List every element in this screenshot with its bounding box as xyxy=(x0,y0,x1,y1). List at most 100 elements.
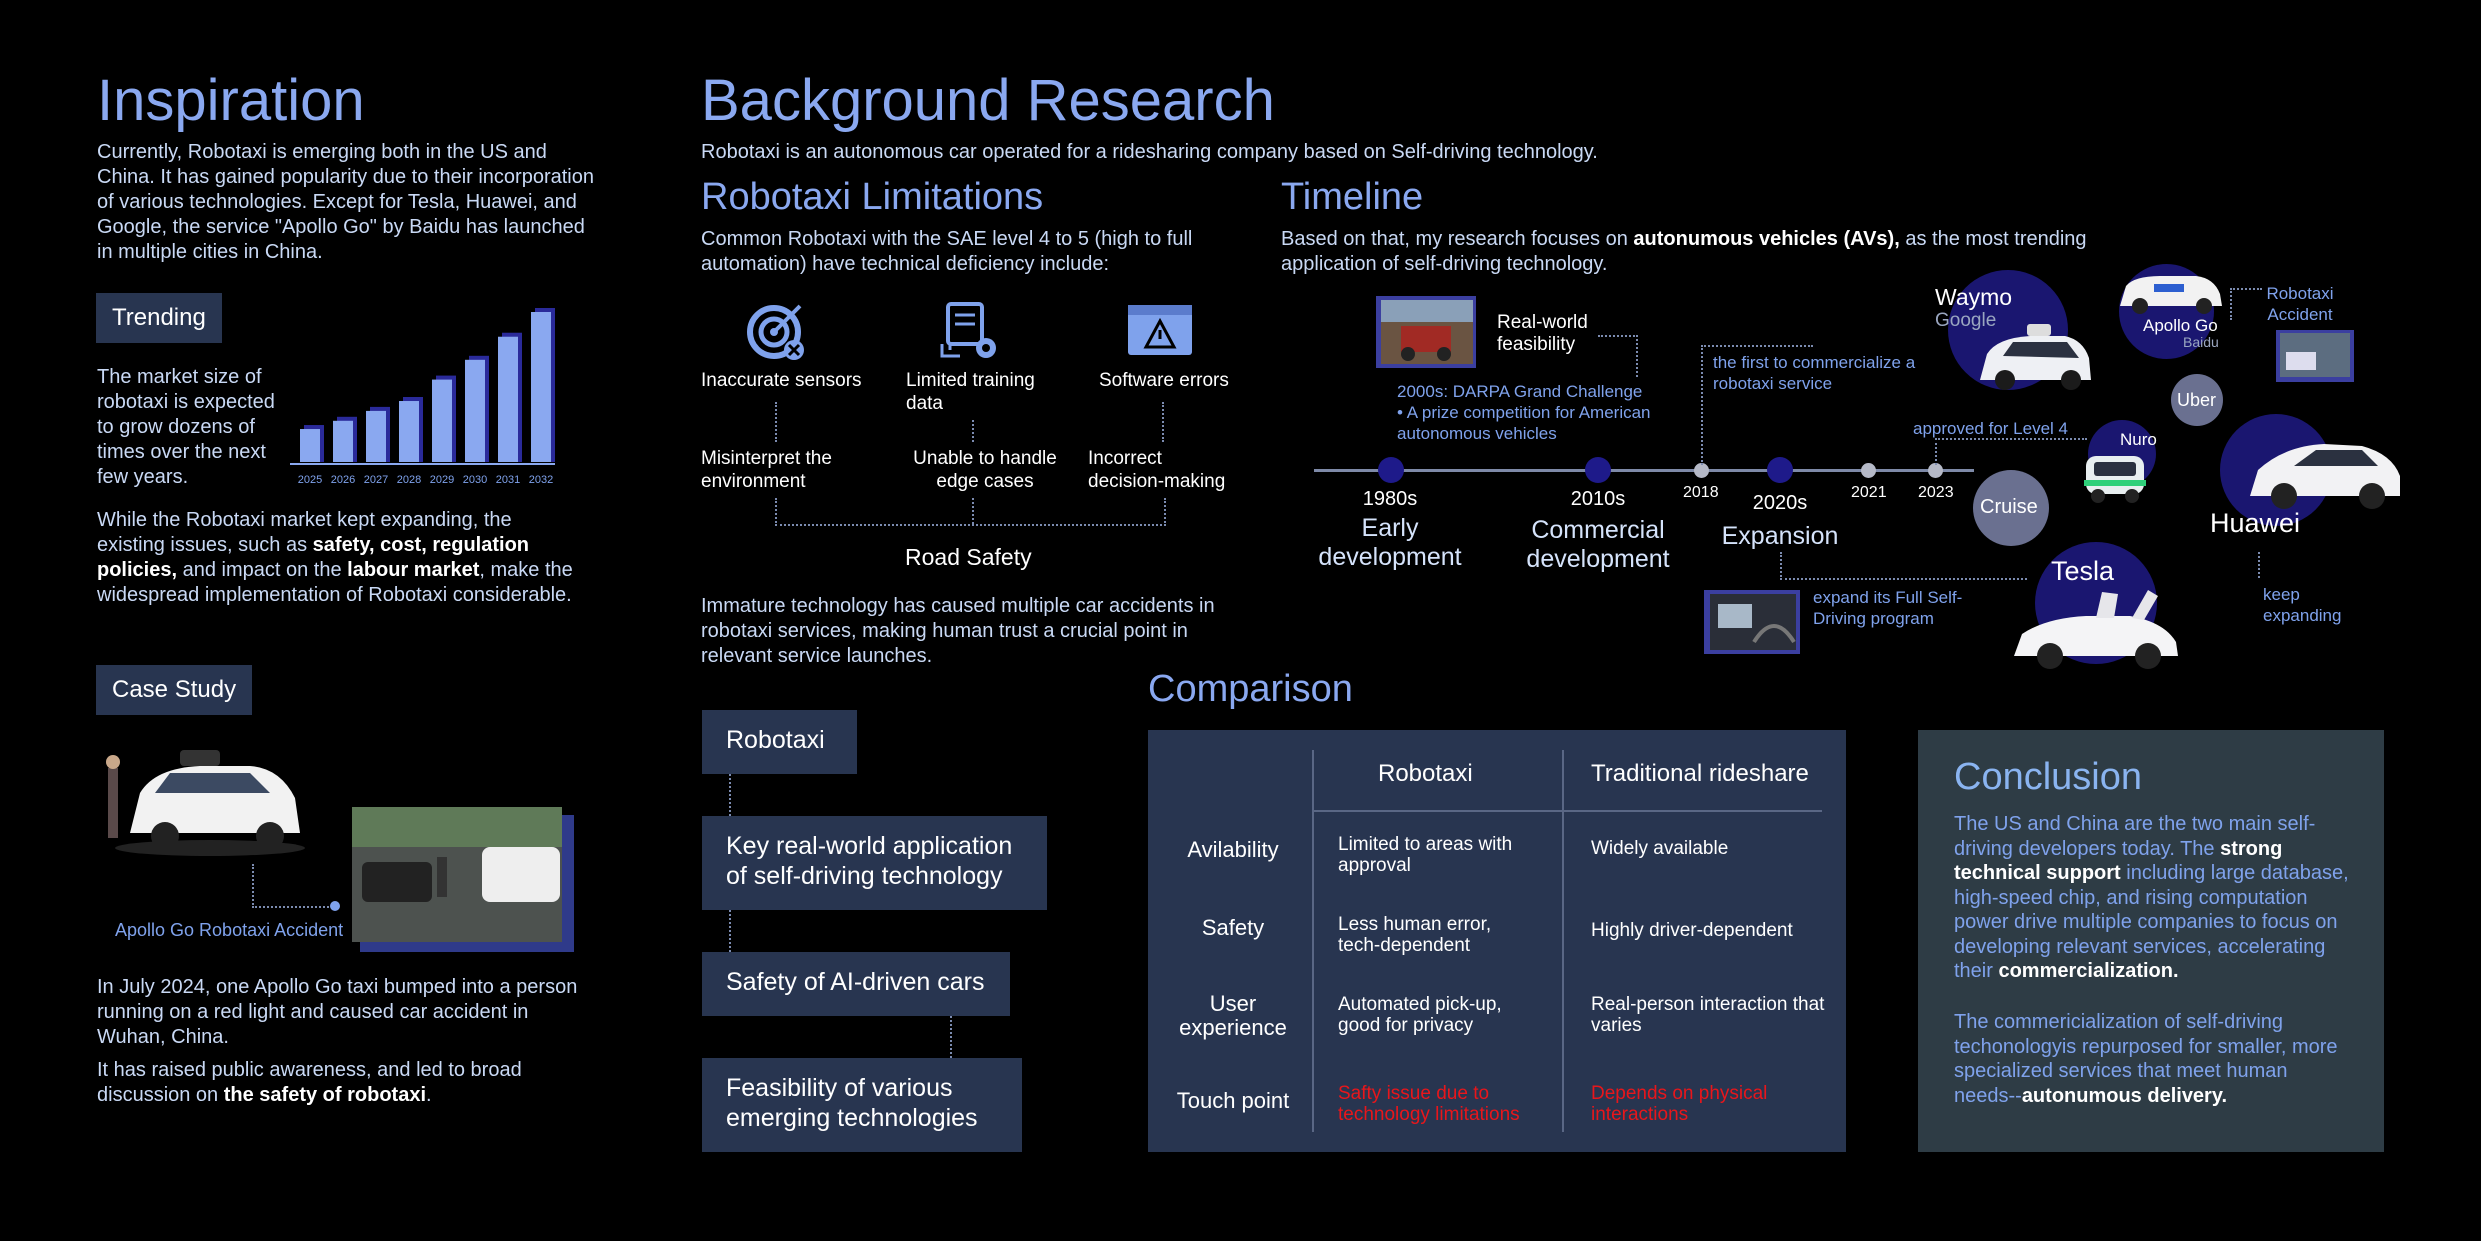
apollo-label: Apollo Go xyxy=(2143,316,2218,335)
timeline-dot-2018 xyxy=(1694,463,1709,478)
limitations-conclusion: Immature technology has caused multiple … xyxy=(701,595,1215,667)
bar-2029 xyxy=(432,379,452,462)
accident-photo xyxy=(352,807,574,952)
data-gear-icon xyxy=(940,302,996,358)
bar-2030 xyxy=(465,359,485,462)
comparison-table-panel: Robotaxi Traditional rideshare Avilabili… xyxy=(1148,730,1846,1152)
road-safety-label: Road Safety xyxy=(905,544,1032,570)
tesla-dashboard-photo xyxy=(1704,590,1800,654)
year-2018: 2018 xyxy=(1683,484,1719,501)
year-2021: 2021 xyxy=(1851,484,1887,501)
conclusion-title: Conclusion xyxy=(1954,756,2142,798)
era-year-2: 2010s xyxy=(1570,488,1626,510)
dotted-1 xyxy=(775,402,777,442)
bar-2027 xyxy=(366,410,386,462)
timeline-dot-2020s xyxy=(1767,457,1793,483)
case-text: In July 2024, one Apollo Go taxi bumped … xyxy=(97,976,578,1048)
tick-label-2026: 2026 xyxy=(331,474,355,486)
row-label-availability: Avilability xyxy=(1187,837,1279,862)
era-label-1: Early development xyxy=(1318,514,1462,571)
tick-label-2029: 2029 xyxy=(430,474,454,486)
divider-v2 xyxy=(1562,750,1564,1132)
nuro-label: Nuro xyxy=(2120,430,2157,449)
accident-connector-tl xyxy=(2230,288,2262,320)
timeline-axis xyxy=(1314,469,1974,472)
flow-connector-2 xyxy=(729,910,731,952)
dotted-3 xyxy=(1162,402,1164,442)
huawei-label: Huawei xyxy=(2210,508,2301,538)
flow-connector-3 xyxy=(950,1016,952,1058)
inspiration-title: Inspiration xyxy=(97,68,365,133)
bar-2025 xyxy=(300,429,320,462)
warning-window-icon xyxy=(1128,305,1192,355)
cruise-circle xyxy=(1973,470,2049,546)
comparison-title: Comparison xyxy=(1148,668,1353,710)
tick-label-2025: 2025 xyxy=(298,474,322,486)
tick-label-2027: 2027 xyxy=(364,474,388,486)
accident-connector xyxy=(252,864,336,908)
tick-label-2031: 2031 xyxy=(496,474,520,486)
issues-text: While the Robotaxi market kept expanding… xyxy=(97,509,573,606)
era-label-2: Commercial development xyxy=(1526,516,1670,573)
apollo-car-image-small xyxy=(2120,276,2222,314)
row-label-experience: User experience xyxy=(1179,991,1287,1040)
row-robotaxi-touchpoint: Safty issue due to technology limitation… xyxy=(1338,1083,1520,1125)
inspiration-intro: Currently, Robotaxi is emerging both in … xyxy=(97,141,594,263)
row-label-safety: Safety xyxy=(1201,915,1265,940)
tick-label-2028: 2028 xyxy=(397,474,421,486)
nuro-car-image xyxy=(2084,456,2146,503)
market-size-chart: 2025 2026 2027 2028 2029 2030 2031 2032 xyxy=(290,308,555,486)
timeline-title: Timeline xyxy=(1281,176,1424,218)
first-commercialize-text: the first to commercialize a robotaxi se… xyxy=(1713,353,1916,393)
fsd-text: expand its Full Self-Driving program xyxy=(1813,588,1963,628)
baidu-label: Baidu xyxy=(2183,334,2219,350)
uber-label: Uber xyxy=(2177,390,2217,410)
conclusion-p2: The commericialization of self-driving t… xyxy=(1954,1011,2338,1107)
divider-v1 xyxy=(1312,750,1314,1132)
trending-text: The market size of robotaxi is expect­ed… xyxy=(97,366,275,488)
google-label: Google xyxy=(1935,310,1997,331)
tick-label-2030: 2030 xyxy=(463,474,487,486)
timeline-dot-2021 xyxy=(1861,463,1876,478)
waymo-car-image xyxy=(1980,324,2091,390)
timeline-text: Based on that, my research focuses on au… xyxy=(1281,228,2087,275)
limitations-title: Robotaxi Limitations xyxy=(701,176,1044,218)
road-safety-bracket xyxy=(775,498,1166,526)
feasibility-label: Real-world feasibility xyxy=(1497,312,1588,355)
connector-dot xyxy=(330,901,340,911)
tesla-car-image xyxy=(2014,590,2178,669)
flow-box-application: Key real-world application of self-drivi… xyxy=(702,816,1047,910)
limitation-effect-1: Misinterpret the environment xyxy=(701,448,832,492)
keep-expanding-text: keep expanding xyxy=(2263,585,2342,625)
bar-2032 xyxy=(531,312,551,462)
timeline-dot-2010s xyxy=(1585,457,1611,483)
dotted-center xyxy=(972,498,974,524)
awareness-text: It has raised public awareness, and led … xyxy=(97,1059,522,1106)
background-subtitle: Robotaxi is an autonomous car operated f… xyxy=(701,141,1598,163)
waymo-connector xyxy=(1701,345,1813,465)
flow-box-robotaxi: Robotaxi xyxy=(702,710,857,774)
header-robotaxi: Robotaxi xyxy=(1378,760,1473,787)
row-robotaxi-availability: Limited to areas with approval xyxy=(1338,834,1513,876)
waymo-label: Waymo xyxy=(1935,284,2013,310)
limitations-text: Common Robotaxi with the SAE level 4 to … xyxy=(701,228,1193,275)
bar-2028 xyxy=(399,401,419,462)
row-label-touchpoint: Touch point xyxy=(1176,1088,1290,1113)
dotted-2 xyxy=(972,420,974,442)
row-traditional-availability: Widely available xyxy=(1591,838,1729,859)
feasibility-connector xyxy=(1598,335,1638,377)
limitation-effect-2: Unable to handle edge cases xyxy=(913,448,1057,492)
flow-connector-1 xyxy=(729,774,731,816)
bar-2026 xyxy=(333,420,353,462)
background-title: Background Research xyxy=(701,68,1275,133)
timeline-dot-1980s xyxy=(1378,457,1404,483)
huawei-car-image xyxy=(2250,444,2400,509)
row-robotaxi-experience: Automated pick-up, good for privacy xyxy=(1338,994,1502,1036)
row-traditional-touchpoint: Depends on physical interactions xyxy=(1591,1083,1768,1125)
conclusion-p1: The US and China are the two main self-d… xyxy=(1954,813,2349,982)
row-traditional-experience: Real-person interaction that varies xyxy=(1591,994,1825,1036)
tesla-label: Tesla xyxy=(2051,556,2115,586)
uber-circle xyxy=(2171,374,2223,426)
bar-2031 xyxy=(498,336,518,462)
era-year-3: 2020s xyxy=(1752,492,1808,514)
